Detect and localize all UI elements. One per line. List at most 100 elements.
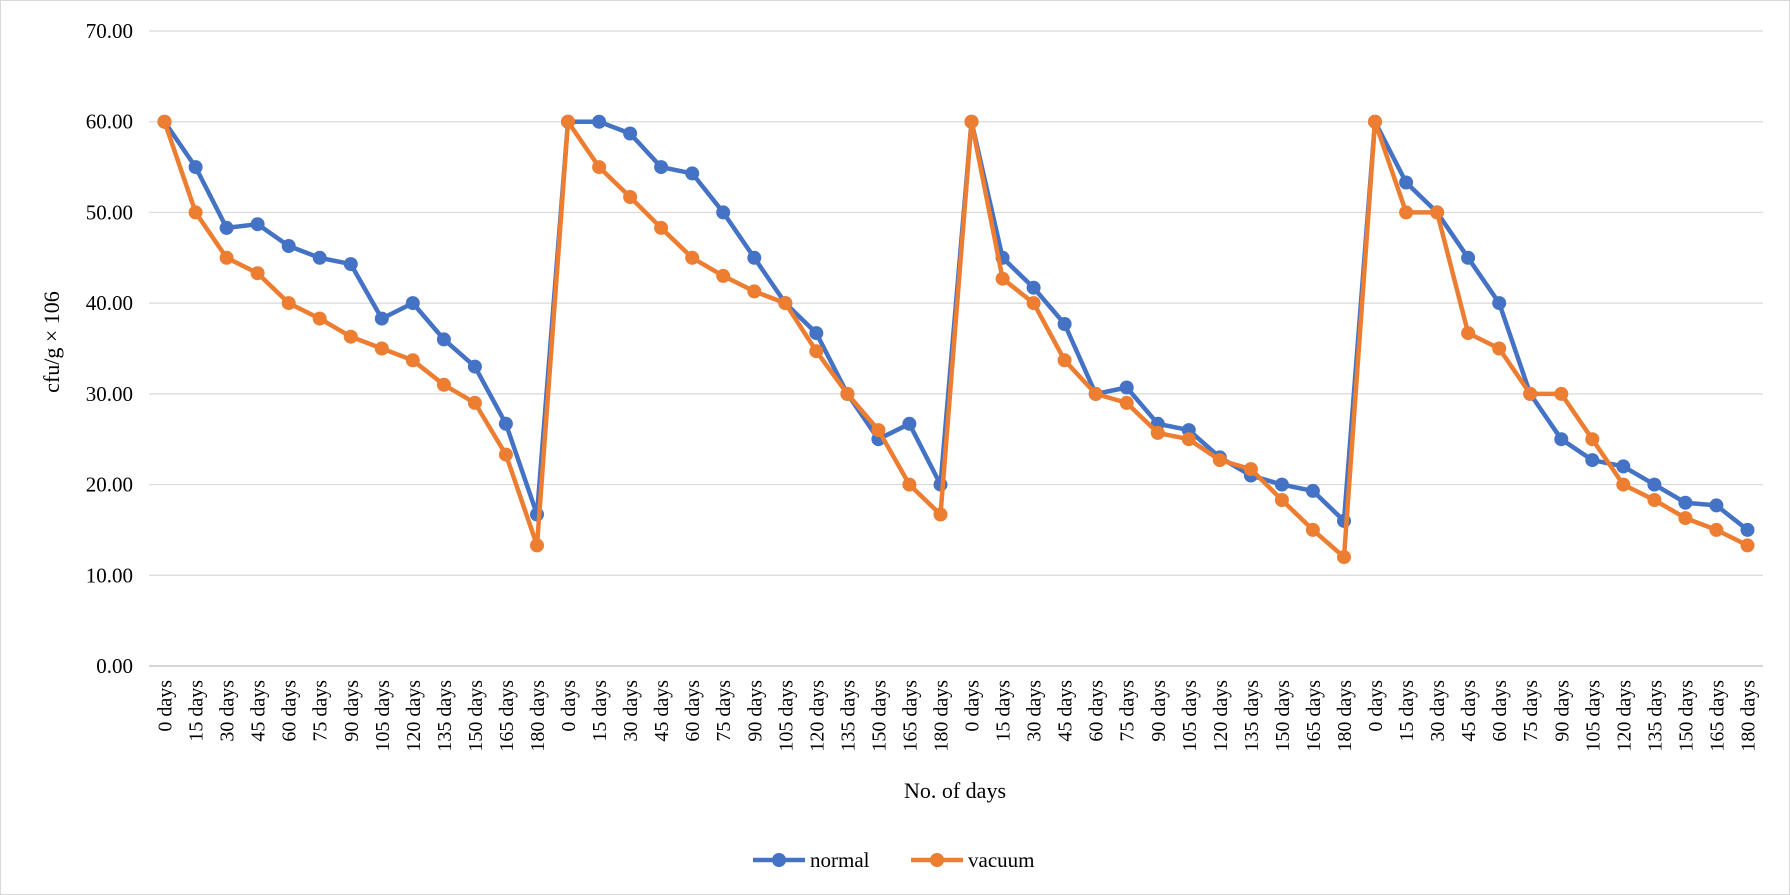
y-tick-label-7: 70.00 <box>86 19 133 43</box>
data-point-vacuum-20 <box>778 296 793 311</box>
y-tick-label-6: 60.00 <box>86 110 133 134</box>
data-point-vacuum-1 <box>188 205 203 220</box>
data-point-vacuum-3 <box>250 266 265 281</box>
data-point-vacuum-32 <box>1150 425 1165 440</box>
x-tick-label-33: 105 days <box>1179 680 1201 752</box>
data-point-vacuum-7 <box>374 341 389 356</box>
x-tick-label-9: 135 days <box>434 680 456 752</box>
x-tick-label-30: 60 days <box>1086 680 1108 742</box>
data-point-vacuum-22 <box>840 386 855 401</box>
gridlines <box>149 30 1763 667</box>
data-point-vacuum-49 <box>1678 511 1693 526</box>
data-point-vacuum-40 <box>1399 205 1414 220</box>
x-tick-label-37: 165 days <box>1303 680 1325 752</box>
x-tick-label-28: 30 days <box>1024 680 1046 742</box>
data-point-vacuum-21 <box>809 344 824 359</box>
x-axis-title: No. of days <box>904 778 1006 803</box>
x-tick-label-10: 150 days <box>465 680 487 752</box>
x-tick-label-47: 120 days <box>1613 680 1635 752</box>
data-point-vacuum-50 <box>1709 522 1724 537</box>
data-point-vacuum-14 <box>592 160 607 175</box>
data-point-vacuum-4 <box>281 296 296 311</box>
data-point-vacuum-25 <box>933 507 948 522</box>
data-point-vacuum-10 <box>467 395 482 410</box>
x-tick-label-21: 120 days <box>806 680 828 752</box>
data-point-vacuum-27 <box>995 271 1010 286</box>
x-tick-label-0: 0 days <box>155 680 177 732</box>
data-point-vacuum-15 <box>623 190 638 204</box>
data-point-normal-48 <box>1647 477 1662 492</box>
legend-label-normal: normal <box>810 848 870 872</box>
data-point-normal-45 <box>1554 432 1569 447</box>
data-point-normal-10 <box>467 359 482 374</box>
x-tick-label-15: 30 days <box>620 680 642 742</box>
x-tick-label-11: 165 days <box>496 680 518 752</box>
data-point-normal-3 <box>250 217 265 232</box>
data-point-normal-6 <box>343 257 358 272</box>
x-tick-label-41: 30 days <box>1427 680 1449 742</box>
legend-swatch-vacuum-marker <box>930 853 944 867</box>
data-point-vacuum-30 <box>1088 386 1103 401</box>
series-layer <box>157 114 1755 565</box>
data-point-normal-49 <box>1678 495 1693 510</box>
x-tick-label-22: 135 days <box>837 680 859 752</box>
data-point-vacuum-35 <box>1243 462 1258 477</box>
data-point-normal-29 <box>1057 317 1072 331</box>
data-point-normal-15 <box>623 126 638 141</box>
x-tick-label-14: 15 days <box>589 680 611 742</box>
data-point-vacuum-31 <box>1119 395 1134 410</box>
data-point-vacuum-13 <box>561 114 575 129</box>
legend-item-normal[interactable]: normal <box>753 848 870 872</box>
data-point-vacuum-33 <box>1181 432 1196 447</box>
data-point-normal-43 <box>1492 296 1507 311</box>
data-point-vacuum-46 <box>1585 432 1600 447</box>
x-tick-label-43: 60 days <box>1489 680 1511 742</box>
x-tick-label-42: 45 days <box>1458 680 1480 742</box>
y-tick-label-0: 0.00 <box>96 654 133 678</box>
data-point-normal-9 <box>436 332 451 347</box>
x-tick-label-40: 15 days <box>1396 680 1418 742</box>
data-point-vacuum-38 <box>1337 550 1351 565</box>
x-tick-label-23: 150 days <box>868 680 890 752</box>
data-point-vacuum-37 <box>1305 522 1320 537</box>
x-tick-label-34: 120 days <box>1210 680 1232 752</box>
data-point-normal-31 <box>1119 380 1134 395</box>
x-tick-label-3: 45 days <box>248 680 270 742</box>
data-point-vacuum-44 <box>1523 386 1538 401</box>
x-tick-label-44: 75 days <box>1520 680 1542 742</box>
data-point-vacuum-41 <box>1430 205 1445 220</box>
data-point-vacuum-47 <box>1616 477 1631 492</box>
x-tick-label-8: 120 days <box>403 680 425 752</box>
y-axis-title: cfu/g × 106 <box>39 291 64 393</box>
y-tick-label-5: 50.00 <box>86 200 133 224</box>
data-point-vacuum-17 <box>685 250 700 265</box>
x-tick-label-51: 180 days <box>1737 680 1759 752</box>
x-tick-label-36: 150 days <box>1272 680 1294 752</box>
data-point-vacuum-12 <box>530 538 544 553</box>
data-point-vacuum-48 <box>1647 493 1662 507</box>
data-point-normal-24 <box>902 416 917 431</box>
x-tick-label-6: 90 days <box>341 680 363 742</box>
data-point-normal-17 <box>685 166 700 181</box>
x-tick-label-25: 180 days <box>930 680 952 752</box>
data-point-vacuum-36 <box>1274 493 1289 507</box>
data-point-vacuum-5 <box>312 311 327 326</box>
data-point-normal-36 <box>1274 477 1289 492</box>
data-point-normal-2 <box>219 220 234 235</box>
x-tick-label-13: 0 days <box>558 680 580 732</box>
data-point-normal-21 <box>809 326 824 341</box>
data-point-normal-40 <box>1399 175 1414 190</box>
legend-item-vacuum[interactable]: vacuum <box>911 848 1034 872</box>
data-point-vacuum-45 <box>1554 386 1569 401</box>
x-tick-label-5: 75 days <box>310 680 332 742</box>
data-point-vacuum-0 <box>157 114 172 129</box>
y-tick-label-1: 10.00 <box>86 563 133 587</box>
series-line-vacuum <box>162 119 1750 560</box>
data-point-vacuum-42 <box>1461 326 1476 341</box>
data-point-vacuum-11 <box>498 447 513 462</box>
x-tick-label-45: 90 days <box>1551 680 1573 742</box>
data-point-normal-19 <box>747 250 762 265</box>
x-tick-label-19: 90 days <box>744 680 766 742</box>
data-point-vacuum-26 <box>964 114 979 129</box>
